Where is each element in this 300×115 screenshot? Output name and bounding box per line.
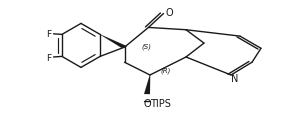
Text: O: O — [165, 8, 173, 18]
Text: N: N — [231, 73, 238, 83]
Text: O: O — [143, 98, 151, 108]
Polygon shape — [100, 35, 128, 49]
Text: (S): (S) — [141, 43, 151, 49]
Text: (R): (R) — [160, 67, 171, 73]
Text: TIPS: TIPS — [150, 98, 171, 108]
Polygon shape — [144, 75, 150, 94]
Text: F: F — [46, 29, 51, 38]
Text: F: F — [46, 54, 51, 63]
